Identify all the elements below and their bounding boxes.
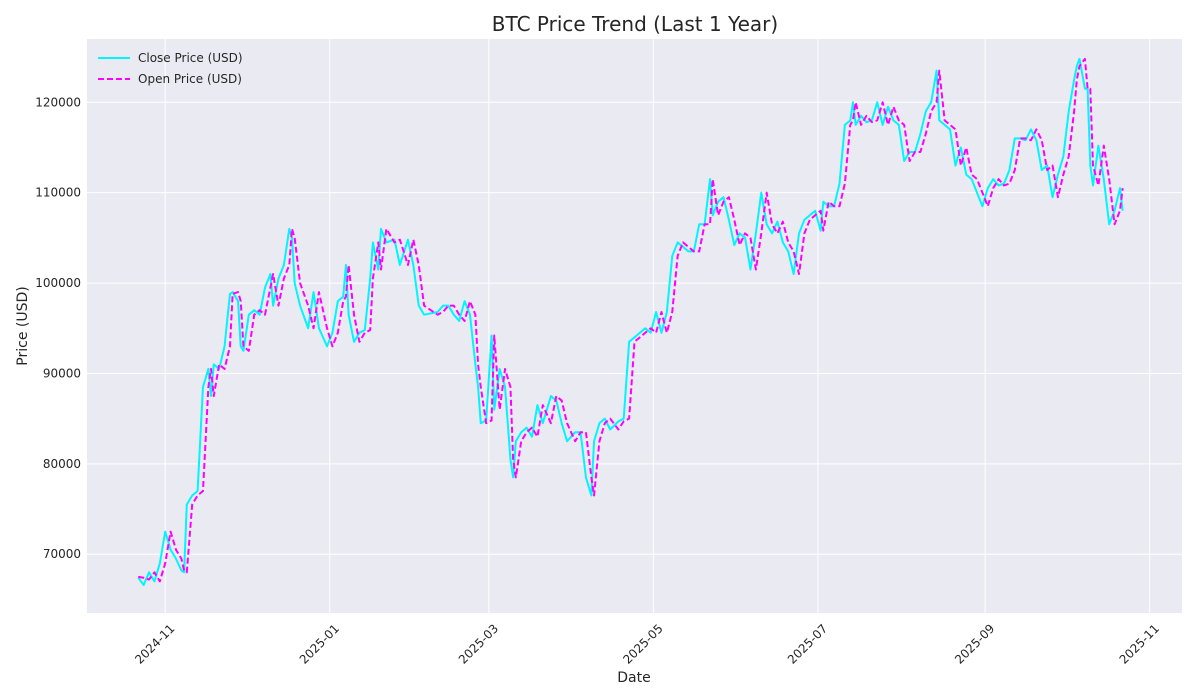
open-price-line — [138, 57, 1124, 583]
plot-area — [87, 39, 1182, 613]
legend: Close Price (USD) Open Price (USD) — [98, 51, 243, 86]
series-layer — [137, 57, 1124, 586]
y-tick-label: 110000 — [35, 186, 81, 200]
y-tick-label: 100000 — [35, 276, 81, 290]
y-tick-label: 120000 — [35, 95, 81, 109]
y-tick-label: 80000 — [43, 457, 81, 471]
legend-label-close: Close Price (USD) — [138, 51, 243, 65]
y-axis-ticks: 70000 80000 90000 100000 110000 120000 — [35, 95, 81, 561]
x-axis-label: Date — [617, 670, 650, 686]
chart-title: BTC Price Trend (Last 1 Year) — [492, 12, 778, 36]
close-price-line — [137, 57, 1124, 586]
y-tick-label: 90000 — [43, 366, 81, 380]
y-tick-label: 70000 — [43, 547, 81, 561]
legend-label-open: Open Price (USD) — [138, 72, 242, 86]
y-axis-label: Price (USD) — [15, 286, 31, 365]
